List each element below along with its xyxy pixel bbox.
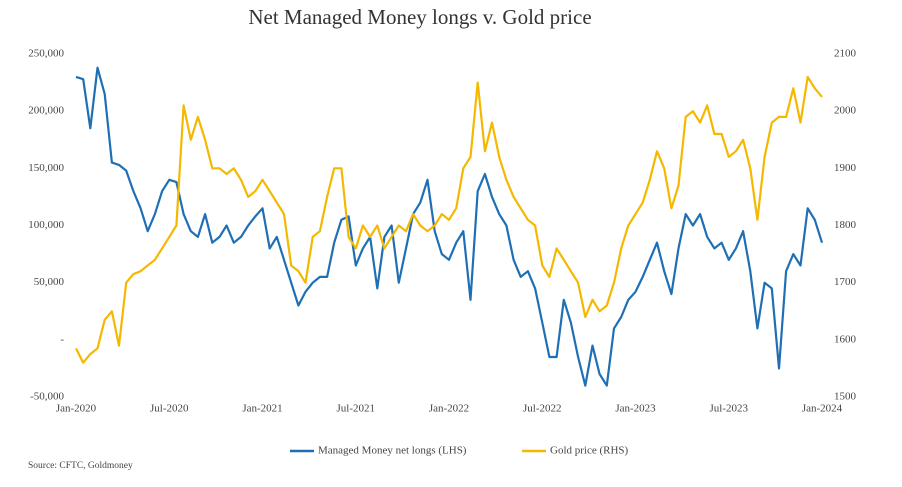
y-tick-label: 100,000 [28,219,64,231]
x-tick-label: Jan-2023 [615,403,656,415]
y2-tick-label: 1700 [834,276,857,288]
y-tick-label: 150,000 [28,162,64,174]
y2-tick-label: 1900 [834,162,857,174]
chart-title: Net Managed Money longs v. Gold price [248,5,591,29]
y2-tick-label: 1600 [834,333,857,345]
y-tick-label: 250,000 [28,48,64,60]
y-tick-label: -50,000 [30,391,64,403]
x-tick-label: Jan-2024 [802,403,843,415]
x-tick-label: Jul-2023 [710,403,749,415]
y2-tick-label: 2100 [834,48,857,60]
legend-label: Gold price (RHS) [550,445,629,457]
legend-label: Managed Money net longs (LHS) [318,445,467,457]
source-note: Source: CFTC, Goldmoney [28,461,133,471]
y-tick-label: 200,000 [28,105,64,117]
x-tick-label: Jan-2022 [429,403,469,415]
y2-tick-label: 1800 [834,219,857,231]
data-line [75,66,824,387]
x-tick-label: Jul-2022 [523,403,562,415]
x-tick-label: Jan-2021 [242,403,282,415]
y-tick-label: - [60,333,64,345]
x-tick-label: Jul-2020 [150,403,189,415]
data-line [75,75,823,364]
x-tick-label: Jul-2021 [337,403,376,415]
y2-tick-label: 2000 [834,105,857,117]
x-tick-label: Jan-2020 [56,403,97,415]
y-tick-label: 50,000 [34,276,65,288]
y2-tick-label: 1500 [834,391,857,403]
